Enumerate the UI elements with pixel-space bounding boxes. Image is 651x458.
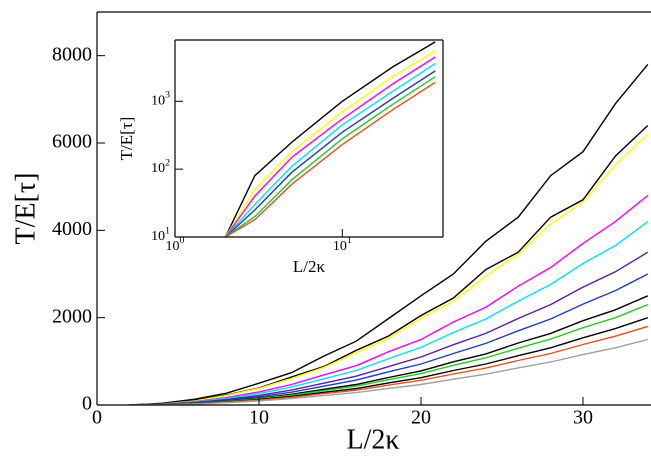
- series-line: [129, 251, 649, 405]
- tick-exponent: 0: [180, 235, 185, 246]
- tick-base: 10: [151, 94, 165, 109]
- series-line: [224, 41, 436, 237]
- series-line: [129, 221, 649, 405]
- lines: [129, 63, 649, 405]
- x-axis-label: L/2κ: [293, 257, 326, 276]
- series-line: [225, 76, 436, 237]
- series-line: [129, 133, 649, 405]
- y-tick-label: 2000: [52, 305, 92, 327]
- x-tick-label: 10: [249, 407, 269, 429]
- tick-base: 10: [151, 229, 165, 244]
- x-axis-label: L/2κ: [347, 424, 400, 455]
- series-line: [224, 56, 436, 237]
- series-line: [129, 338, 648, 405]
- series-line: [224, 70, 436, 237]
- y-tick-label: 101: [151, 226, 170, 245]
- y-tick-label: 0: [82, 393, 92, 415]
- series-line: [224, 50, 436, 237]
- series-line: [129, 317, 649, 405]
- tick-base: 10: [333, 239, 347, 254]
- tick-base: 10: [166, 239, 180, 254]
- x-tick-label: 30: [573, 407, 593, 429]
- y-axis-label: T/E[τ]: [117, 117, 136, 161]
- series-line: [225, 81, 436, 237]
- tick-exponent: 1: [165, 226, 170, 237]
- lines: [224, 41, 436, 237]
- y-tick-label: 6000: [52, 131, 92, 153]
- series-line: [224, 62, 436, 237]
- tick-exponent: 1: [347, 235, 352, 246]
- series-line: [129, 303, 649, 405]
- x-tick-label: 101: [333, 235, 352, 254]
- x-tick-label: 20: [411, 407, 431, 429]
- y-tick-label: 103: [151, 90, 170, 109]
- tick-base: 10: [151, 161, 165, 176]
- series-line: [129, 63, 649, 405]
- y-tick-label: 102: [151, 158, 170, 177]
- y-axis-label: T/E[τ]: [10, 173, 41, 245]
- tick-exponent: 3: [165, 90, 170, 101]
- x-tick-label: 0: [92, 407, 102, 429]
- x-tick-label: 100: [166, 235, 185, 254]
- tick-exponent: 2: [165, 158, 170, 169]
- series-line: [129, 194, 649, 405]
- y-tick-label: 4000: [52, 218, 92, 240]
- y-tick-label: 8000: [52, 43, 92, 65]
